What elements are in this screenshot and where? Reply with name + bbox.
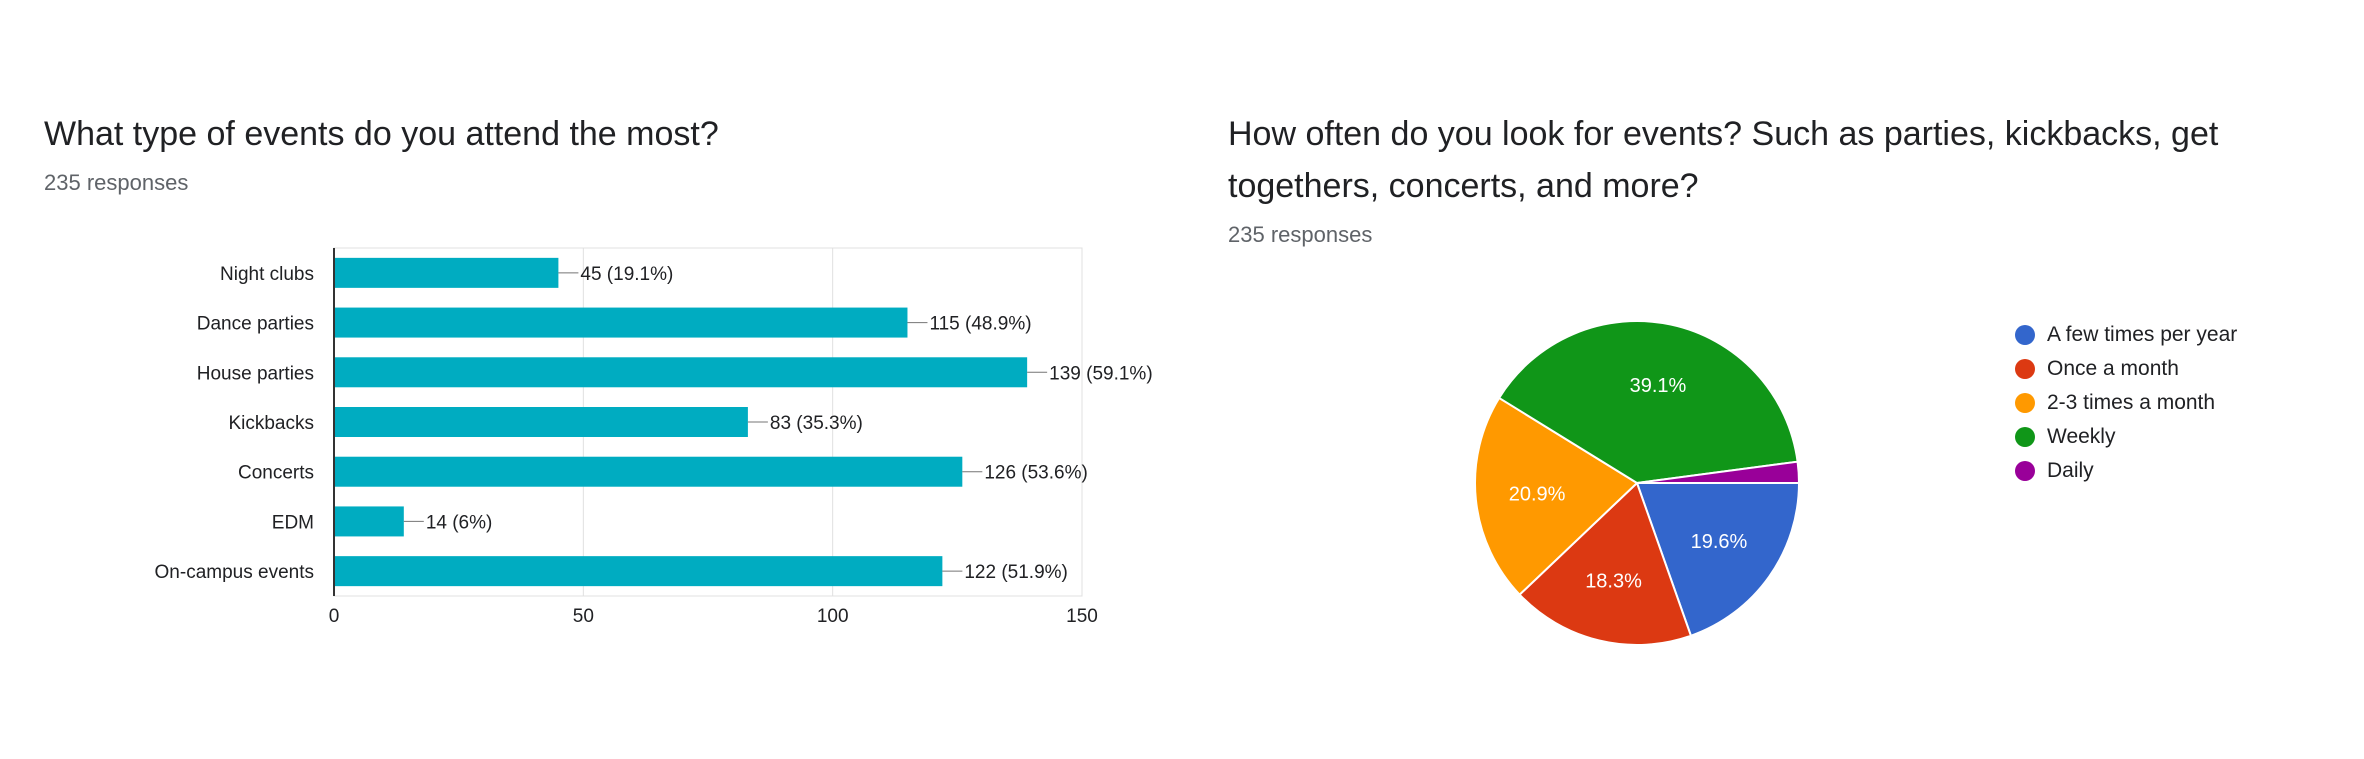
legend-swatch [2015, 359, 2035, 379]
pie-slice [1518, 481, 1693, 646]
category-label: Kickbacks [228, 413, 314, 434]
legend-swatch [2015, 427, 2035, 447]
data-label: 139 (59.1%) [1049, 363, 1153, 384]
x-tick-label: 100 [817, 606, 849, 627]
pie-chart-panel: How often do you look for events? Such a… [1180, 0, 2364, 759]
slice-label: 20.9% [1509, 483, 1566, 505]
pie-slice [1497, 320, 1799, 485]
slice-label: 18.3% [1585, 571, 1642, 593]
category-label: Night clubs [220, 264, 314, 285]
legend-item: Weekly [2015, 420, 2237, 454]
bar [334, 257, 559, 288]
slice-label: 19.6% [1691, 531, 1748, 553]
legend-swatch [2015, 461, 2035, 481]
legend-label: Daily [2047, 459, 2094, 482]
category-label: Dance parties [197, 314, 314, 335]
bar [334, 506, 404, 537]
category-label: On-campus events [155, 562, 314, 583]
legend-item: A few times per year [2015, 318, 2237, 352]
legend-swatch [2015, 393, 2035, 413]
data-label: 14 (6%) [426, 512, 493, 533]
x-tick-label: 0 [329, 606, 340, 627]
legend-item: 2-3 times a month [2015, 386, 2237, 420]
bar [334, 357, 1028, 388]
category-label: Concerts [238, 463, 314, 484]
category-label: House parties [197, 363, 314, 384]
response-count: 235 responses [1228, 222, 1373, 247]
legend-item: Daily [2015, 454, 2237, 488]
bar-chart: 0 50 100 150 Night clubs 45 (19.1%) Dance part… [155, 247, 1153, 627]
bar-chart-panel: What type of events do you attend the mo… [0, 0, 1180, 759]
x-tick-label: 50 [573, 606, 594, 627]
x-tick-label: 150 [1066, 606, 1098, 627]
bar [334, 556, 943, 587]
data-label: 122 (51.9%) [964, 562, 1068, 583]
legend-label: Weekly [2047, 425, 2116, 448]
legend-label: Once a month [2047, 357, 2179, 380]
data-label: 115 (48.9%) [929, 314, 1031, 335]
bar [334, 407, 748, 437]
category-label: EDM [272, 512, 314, 533]
question-title: How often do you look for events? Such a… [1228, 115, 2219, 205]
pie-slice [1636, 460, 1801, 484]
response-count: 235 responses [44, 170, 189, 195]
legend-label: A few times per year [2047, 323, 2238, 346]
legend-item: Once a month [2015, 352, 2237, 386]
legend-swatch [2015, 325, 2035, 345]
data-label: 83 (35.3%) [770, 413, 863, 434]
pie-chart: 19.6% 18.3% 20.9% 39.1% [1474, 320, 1801, 646]
data-label: 126 (53.6%) [984, 463, 1088, 484]
bar [334, 307, 908, 338]
bar [334, 456, 963, 487]
slice-label: 39.1% [1630, 375, 1687, 397]
legend-label: 2-3 times a month [2047, 391, 2216, 414]
pie-slice [1474, 396, 1639, 597]
data-label: 45 (19.1%) [580, 264, 673, 285]
question-title: What type of events do you attend the mo… [44, 115, 719, 153]
pie-legend: A few times per year Once a month 2-3 time… [2015, 318, 2237, 488]
